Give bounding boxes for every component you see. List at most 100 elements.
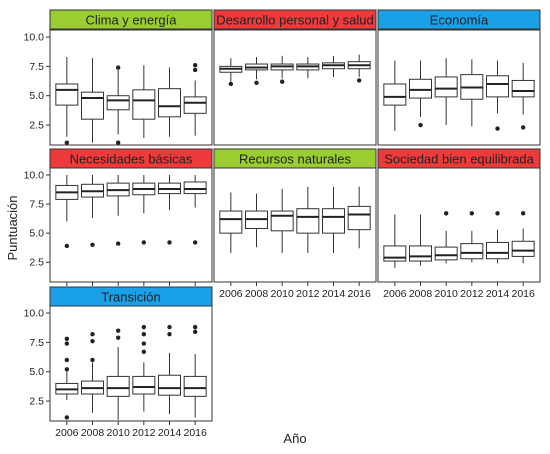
box-iqr: [511, 79, 535, 98]
box-2014: [486, 60, 509, 131]
outlier-point: [64, 140, 70, 145]
box-2014: [486, 211, 509, 264]
x-tick-label: 2012: [460, 288, 484, 300]
box-iqr: [183, 96, 207, 114]
outlier-point: [90, 357, 95, 363]
box-2014: [158, 324, 181, 414]
x-tick-label: 2006: [383, 288, 407, 300]
y-tick-label: 2.5: [29, 257, 44, 269]
outlier-point: [115, 328, 121, 333]
box-iqr: [460, 243, 484, 260]
outlier-point: [520, 211, 526, 216]
x-tick-label: 2006: [219, 288, 243, 300]
x-tick-label: 2012: [132, 427, 156, 439]
box-2016: [183, 63, 207, 136]
box-iqr: [409, 78, 432, 99]
box-iqr: [158, 88, 181, 118]
outlier-point: [469, 211, 475, 216]
box-iqr: [81, 91, 104, 120]
panel-title: Necesidades básicas: [70, 152, 193, 167]
outlier-point: [141, 331, 147, 337]
outlier-point: [115, 65, 121, 70]
box-2010: [106, 65, 130, 145]
x-tick-label: 2016: [511, 288, 535, 300]
box-iqr: [106, 95, 130, 111]
outlier-point: [141, 349, 147, 354]
panel-strip: [377, 9, 541, 30]
box-2006: [383, 60, 407, 131]
x-tick-label: 2014: [158, 427, 182, 439]
outlier-point: [228, 81, 234, 87]
y-tick-label: 2.5: [29, 396, 44, 408]
box-iqr: [132, 89, 156, 120]
x-tick-label: 2012: [296, 288, 320, 300]
box-iqr: [219, 210, 243, 234]
box-iqr: [434, 76, 458, 98]
box-2014: [322, 55, 345, 77]
outlier-point: [167, 324, 172, 330]
y-tick-label: 5.0: [29, 228, 44, 240]
x-tick-label: 2014: [322, 288, 346, 300]
box-2014: [158, 67, 181, 137]
box-iqr: [486, 75, 509, 98]
box-iqr: [434, 246, 458, 261]
panel-3: Economía: [377, 9, 541, 146]
x-tick-label: 2010: [434, 288, 458, 300]
outlier-point: [192, 67, 198, 73]
panel-frame: [49, 305, 213, 422]
box-iqr: [183, 181, 207, 195]
box-iqr: [511, 240, 535, 257]
y-tick-label: 5.0: [29, 90, 44, 102]
box-iqr: [486, 241, 509, 260]
panel-grid: Clima y energía 2.5 5.0 7.5 10.0 Desarrollo p…: [24, 9, 541, 439]
x-axis-title: Año: [283, 431, 306, 446]
outlier-point: [64, 367, 70, 372]
box-2016: [183, 174, 207, 245]
box-2010: [106, 174, 130, 246]
box-iqr: [106, 375, 130, 397]
box-2006: [219, 58, 243, 87]
outlier-point: [279, 79, 285, 84]
box-2016: [511, 211, 535, 264]
panel-2: Desarrollo personal y salud: [213, 9, 377, 146]
x-tick-label: 2010: [106, 427, 130, 439]
box-2010: [270, 55, 294, 84]
box-2008: [409, 214, 432, 266]
box-2008: [245, 193, 268, 248]
box-2006: [219, 192, 243, 253]
box-2010: [270, 188, 294, 253]
outlier-point: [167, 240, 172, 245]
box-iqr: [296, 208, 320, 234]
outlier-point: [64, 336, 70, 342]
box-2014: [322, 186, 345, 253]
outlier-point: [90, 331, 95, 337]
box-2012: [132, 174, 156, 245]
box-iqr: [409, 245, 432, 262]
panel-title: Clima y energía: [85, 13, 177, 28]
panel-strip: [49, 9, 213, 30]
box-2010: [434, 58, 458, 126]
outlier-point: [64, 243, 70, 249]
outlier-point: [356, 78, 362, 83]
box-iqr: [383, 245, 407, 262]
box-2012: [460, 59, 484, 127]
box-iqr: [347, 205, 371, 231]
box-2006: [55, 56, 79, 145]
box-2016: [511, 62, 535, 130]
y-axis-title: Puntuación: [5, 195, 20, 260]
box-2012: [296, 186, 320, 253]
y-tick-label: 10.0: [24, 308, 45, 320]
x-tick-label: 2014: [486, 288, 510, 300]
outlier-point: [141, 324, 147, 330]
outlier-point: [192, 240, 198, 245]
panel-title: Desarrollo personal y salud: [216, 13, 374, 28]
box-2016: [183, 324, 207, 418]
box-2010: [434, 211, 458, 264]
box-2012: [296, 56, 320, 79]
outlier-point: [495, 211, 500, 216]
box-2012: [132, 324, 156, 412]
box-iqr: [158, 374, 181, 396]
x-tick-label: 2016: [347, 288, 371, 300]
